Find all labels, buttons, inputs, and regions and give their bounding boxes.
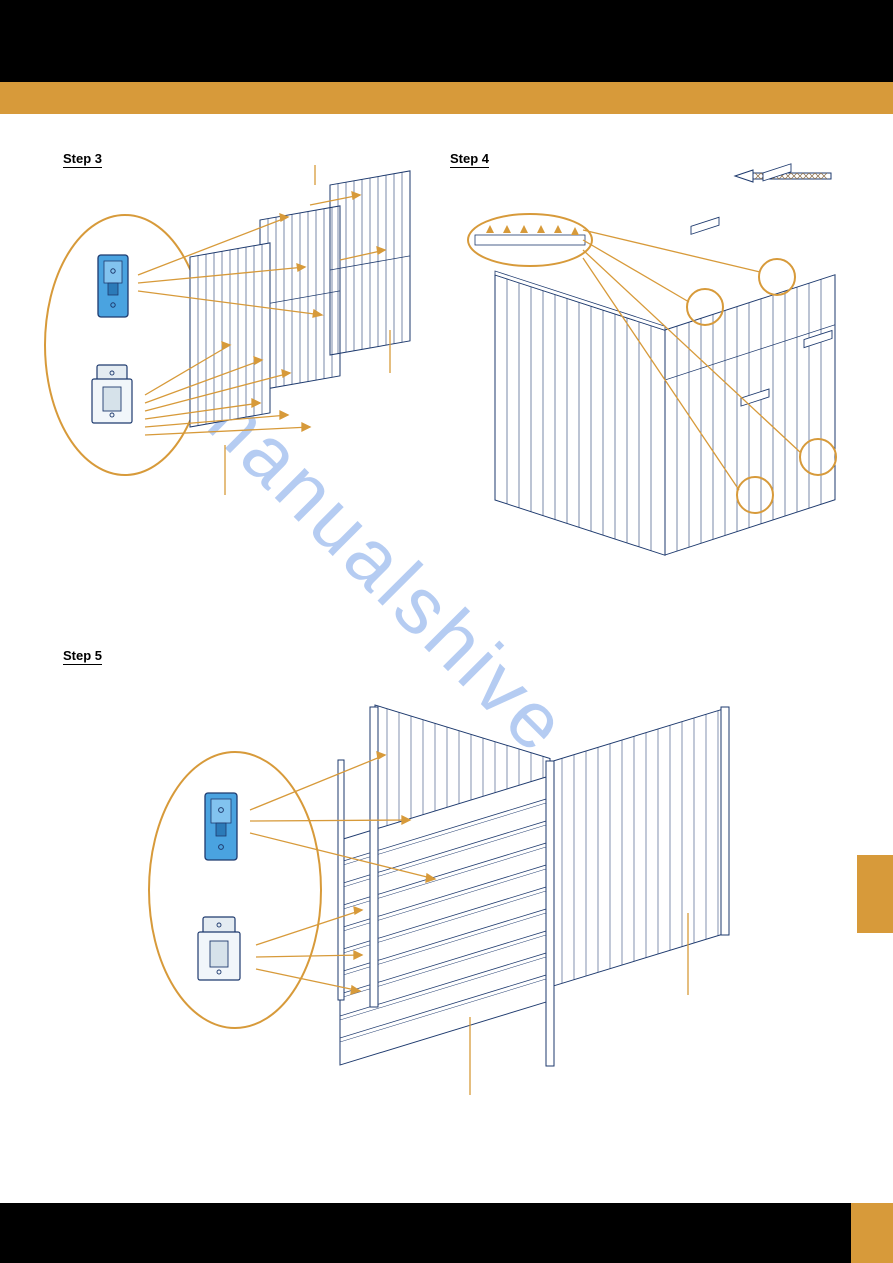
footer-black-bar xyxy=(0,1203,893,1263)
step-5-diagram xyxy=(40,665,800,1185)
step-4-diagram xyxy=(455,155,875,595)
header-black-bar xyxy=(0,0,893,82)
step-3-diagram xyxy=(30,165,430,595)
side-orange-tab xyxy=(857,855,893,933)
footer-orange-corner xyxy=(851,1203,893,1263)
step-5-label: Step 5 xyxy=(63,648,102,665)
header-orange-bar xyxy=(0,82,893,114)
